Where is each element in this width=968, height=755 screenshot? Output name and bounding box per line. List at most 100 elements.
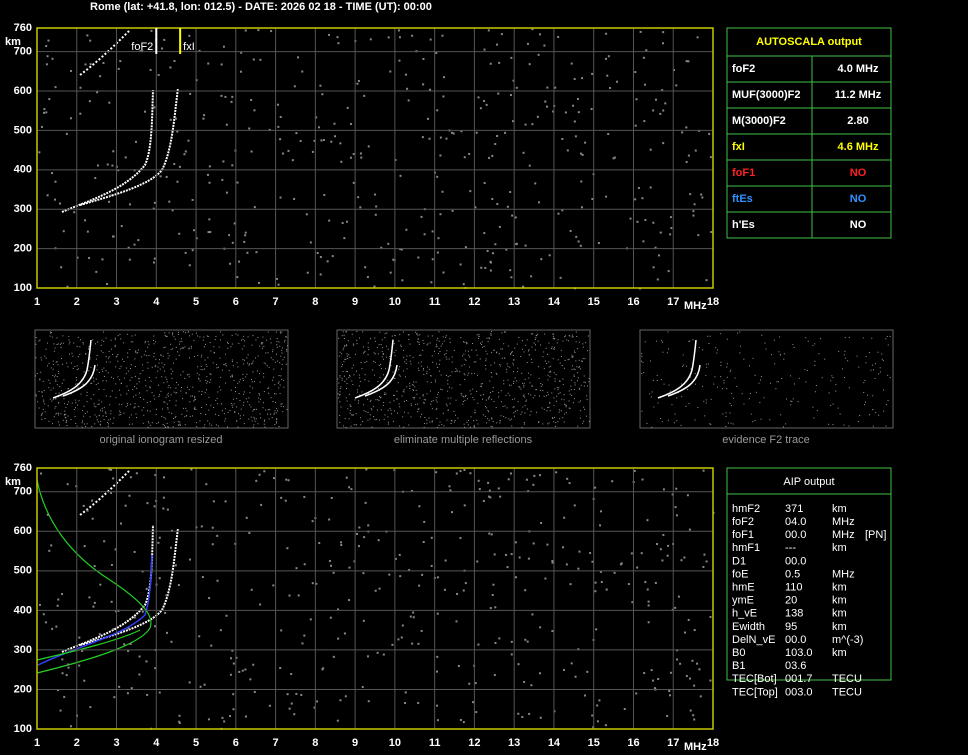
noise (204, 424, 206, 426)
noise (462, 721, 465, 724)
noise (365, 411, 367, 413)
noise (489, 338, 491, 340)
noise (254, 420, 256, 422)
noise (453, 410, 455, 412)
noise (415, 331, 417, 333)
noise (400, 344, 402, 346)
noise (165, 335, 167, 337)
noise (117, 335, 119, 337)
aip-model (36, 629, 141, 661)
noise (405, 362, 407, 364)
noise (202, 117, 205, 120)
noise (158, 362, 160, 364)
noise (438, 363, 440, 365)
noise (661, 421, 663, 423)
noise (546, 363, 548, 365)
aip-cell: TECU (832, 673, 862, 685)
noise (57, 364, 59, 366)
noise (283, 386, 285, 388)
noise (133, 396, 135, 398)
noise (657, 402, 659, 404)
noise (246, 373, 248, 375)
noise (114, 337, 116, 339)
noise (250, 588, 253, 591)
noise (100, 401, 102, 403)
noise (681, 131, 684, 134)
noise (380, 396, 382, 398)
aip-cell: D1 (732, 555, 746, 567)
noise (212, 500, 215, 503)
noise (507, 345, 509, 347)
noise (463, 353, 465, 355)
noise (263, 373, 265, 375)
noise (402, 390, 404, 392)
noise (576, 380, 578, 382)
noise (426, 381, 428, 383)
noise (157, 370, 159, 372)
noise (540, 383, 542, 385)
noise (661, 559, 664, 562)
noise (675, 487, 678, 490)
noise (443, 588, 446, 591)
noise (425, 399, 427, 401)
aip-cell: 95 (785, 621, 797, 633)
noise (843, 354, 845, 356)
noise (489, 396, 491, 398)
noise (82, 504, 85, 507)
noise (688, 403, 690, 405)
noise (804, 369, 806, 371)
noise (548, 366, 550, 368)
table-title: AIP output (783, 476, 834, 488)
noise (157, 541, 160, 544)
noise (188, 681, 191, 684)
noise (498, 637, 501, 640)
noise (428, 88, 431, 91)
noise (697, 234, 700, 237)
noise (88, 370, 90, 372)
noise (79, 86, 82, 89)
noise (405, 359, 407, 361)
noise (552, 110, 555, 113)
noise (58, 392, 60, 394)
noise (76, 383, 78, 385)
noise (238, 670, 241, 673)
noise (378, 344, 380, 346)
noise (270, 357, 272, 359)
noise (696, 662, 699, 665)
noise (485, 358, 487, 360)
noise (297, 56, 300, 59)
noise (227, 347, 229, 349)
noise (500, 415, 502, 417)
noise (341, 335, 343, 337)
noise (879, 367, 881, 369)
noise (231, 343, 233, 345)
noise (404, 361, 406, 363)
noise (523, 394, 525, 396)
thumbnail: eliminate multiple reflections (336, 329, 591, 446)
noise (561, 398, 563, 400)
noise (504, 357, 506, 359)
noise (359, 385, 361, 387)
noise (553, 348, 555, 350)
noise (82, 341, 84, 343)
noise (100, 350, 102, 352)
noise (449, 375, 451, 377)
noise (347, 408, 349, 410)
noise (185, 407, 187, 409)
noise (439, 359, 441, 361)
noise (275, 412, 277, 414)
noise (339, 699, 342, 702)
noise (521, 426, 523, 428)
noise (562, 340, 564, 342)
aip-cell: 00.0 (785, 529, 806, 541)
noise (555, 471, 558, 474)
noise (311, 150, 314, 153)
noise (423, 520, 426, 523)
noise (700, 193, 703, 196)
noise (730, 422, 732, 424)
noise (101, 407, 103, 409)
noise (561, 138, 564, 141)
y-tick-label: 300 (14, 203, 32, 215)
noise (280, 496, 283, 499)
noise (500, 401, 502, 403)
